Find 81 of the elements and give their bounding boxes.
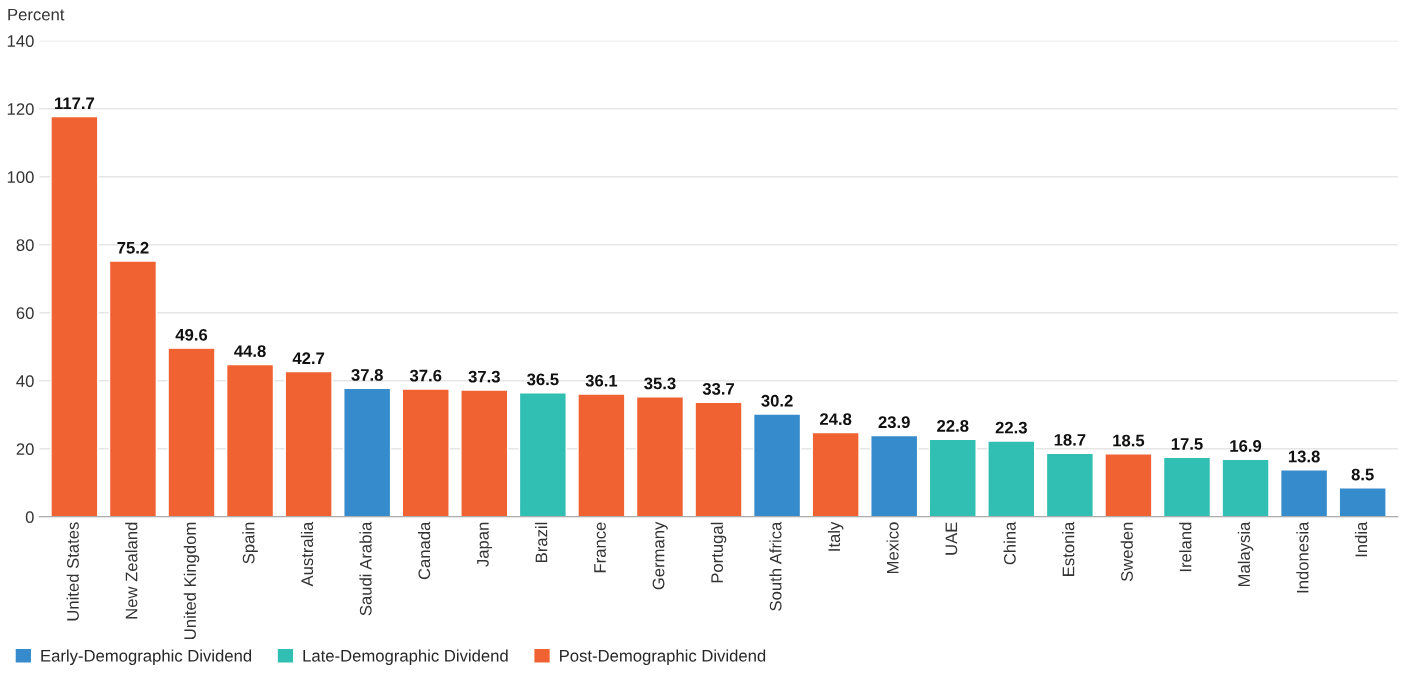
y-tick-label: 100 xyxy=(7,171,34,183)
bar xyxy=(518,392,567,517)
x-tick-label: Malaysia xyxy=(1237,521,1254,587)
data-label: 36.5 xyxy=(527,373,559,386)
x-tick-label: Saudi Arabia xyxy=(359,521,372,616)
bar xyxy=(225,363,275,517)
x-tick-label: Estonia xyxy=(1062,521,1075,576)
x-tick-label: UAE xyxy=(945,522,958,555)
data-label: 37.8 xyxy=(351,369,383,381)
bar xyxy=(811,431,860,517)
data-label: 75.2 xyxy=(117,241,149,254)
x-tick-label: United States xyxy=(66,522,79,621)
x-tick-label: Italy xyxy=(827,521,844,551)
x-tick-label: Brazil xyxy=(535,522,548,562)
y-tick-label: 40 xyxy=(16,375,34,387)
data-label: 8.5 xyxy=(1351,468,1374,481)
bar xyxy=(987,440,1036,517)
y-tick-label: 80 xyxy=(16,239,34,251)
data-label: 23.9 xyxy=(878,416,910,429)
x-tick-label: Sweden xyxy=(1120,522,1133,582)
data-label: 18.5 xyxy=(1113,434,1145,447)
x-tick-label: Canada xyxy=(417,521,431,580)
x-tick-label: Japan xyxy=(477,522,493,567)
data-label: 37.6 xyxy=(409,369,442,382)
bar xyxy=(1104,453,1153,517)
data-label: 36.1 xyxy=(585,374,618,387)
data-label: 22.8 xyxy=(937,420,969,432)
x-tick-label: South Africa xyxy=(769,521,782,611)
bar xyxy=(108,260,158,517)
x-tick-label: Mexico xyxy=(886,522,899,574)
bar xyxy=(928,438,977,517)
y-tick-label: 60 xyxy=(16,307,34,319)
x-tick-label: Germany xyxy=(652,521,668,590)
data-label: 22.3 xyxy=(995,421,1027,434)
bar xyxy=(1045,452,1094,517)
bar xyxy=(50,115,99,517)
x-tick-label: Indonesia xyxy=(1296,521,1309,593)
legend-label: Post-Demographic Dividend xyxy=(560,649,766,665)
bar xyxy=(343,387,392,517)
y-tick-label: 140 xyxy=(7,35,34,47)
bar xyxy=(401,388,450,517)
bar xyxy=(694,401,743,517)
bar xyxy=(460,389,509,517)
bar xyxy=(577,393,626,517)
y-tick-label: 120 xyxy=(7,103,34,115)
bar xyxy=(635,396,685,517)
x-tick-label: United Kingdom xyxy=(183,522,200,639)
bar xyxy=(1162,456,1212,517)
data-label: 37.3 xyxy=(468,370,500,383)
x-tick-label: New Zealand xyxy=(125,522,138,619)
bar xyxy=(1221,458,1270,517)
data-label: 13.8 xyxy=(1288,450,1320,463)
data-label: 44.8 xyxy=(234,345,266,358)
bar xyxy=(167,347,216,517)
y-tick-label: 0 xyxy=(25,511,34,523)
data-label: 17.5 xyxy=(1171,438,1203,450)
data-label: 35.3 xyxy=(644,377,676,390)
data-label: 33.7 xyxy=(702,382,735,395)
data-label: 16.9 xyxy=(1230,440,1262,452)
data-label: 18.7 xyxy=(1054,433,1086,446)
data-label: 24.8 xyxy=(820,413,852,426)
x-tick-label: Portugal xyxy=(710,522,727,583)
x-tick-label: France xyxy=(594,522,606,573)
bar xyxy=(1279,469,1329,517)
x-tick-label: China xyxy=(1003,521,1016,565)
data-label: 49.6 xyxy=(175,328,208,341)
bar xyxy=(284,370,333,517)
x-tick-label: Ireland xyxy=(1179,522,1192,572)
legend-label: Early-Demographic Dividend xyxy=(41,649,252,665)
bar xyxy=(752,413,802,517)
bar xyxy=(1338,487,1387,517)
data-label: 30.2 xyxy=(761,394,793,407)
y-axis-title: Percent xyxy=(8,8,65,21)
bar xyxy=(870,434,919,517)
data-label: 42.7 xyxy=(292,352,325,364)
data-label: 117.7 xyxy=(55,97,95,109)
y-tick-label: 20 xyxy=(16,443,34,455)
x-tick-label: Australia xyxy=(300,521,314,587)
legend-label: Late-Demographic Dividend xyxy=(303,649,508,665)
x-tick-label: India xyxy=(1354,521,1368,557)
x-tick-label: Spain xyxy=(242,522,258,564)
